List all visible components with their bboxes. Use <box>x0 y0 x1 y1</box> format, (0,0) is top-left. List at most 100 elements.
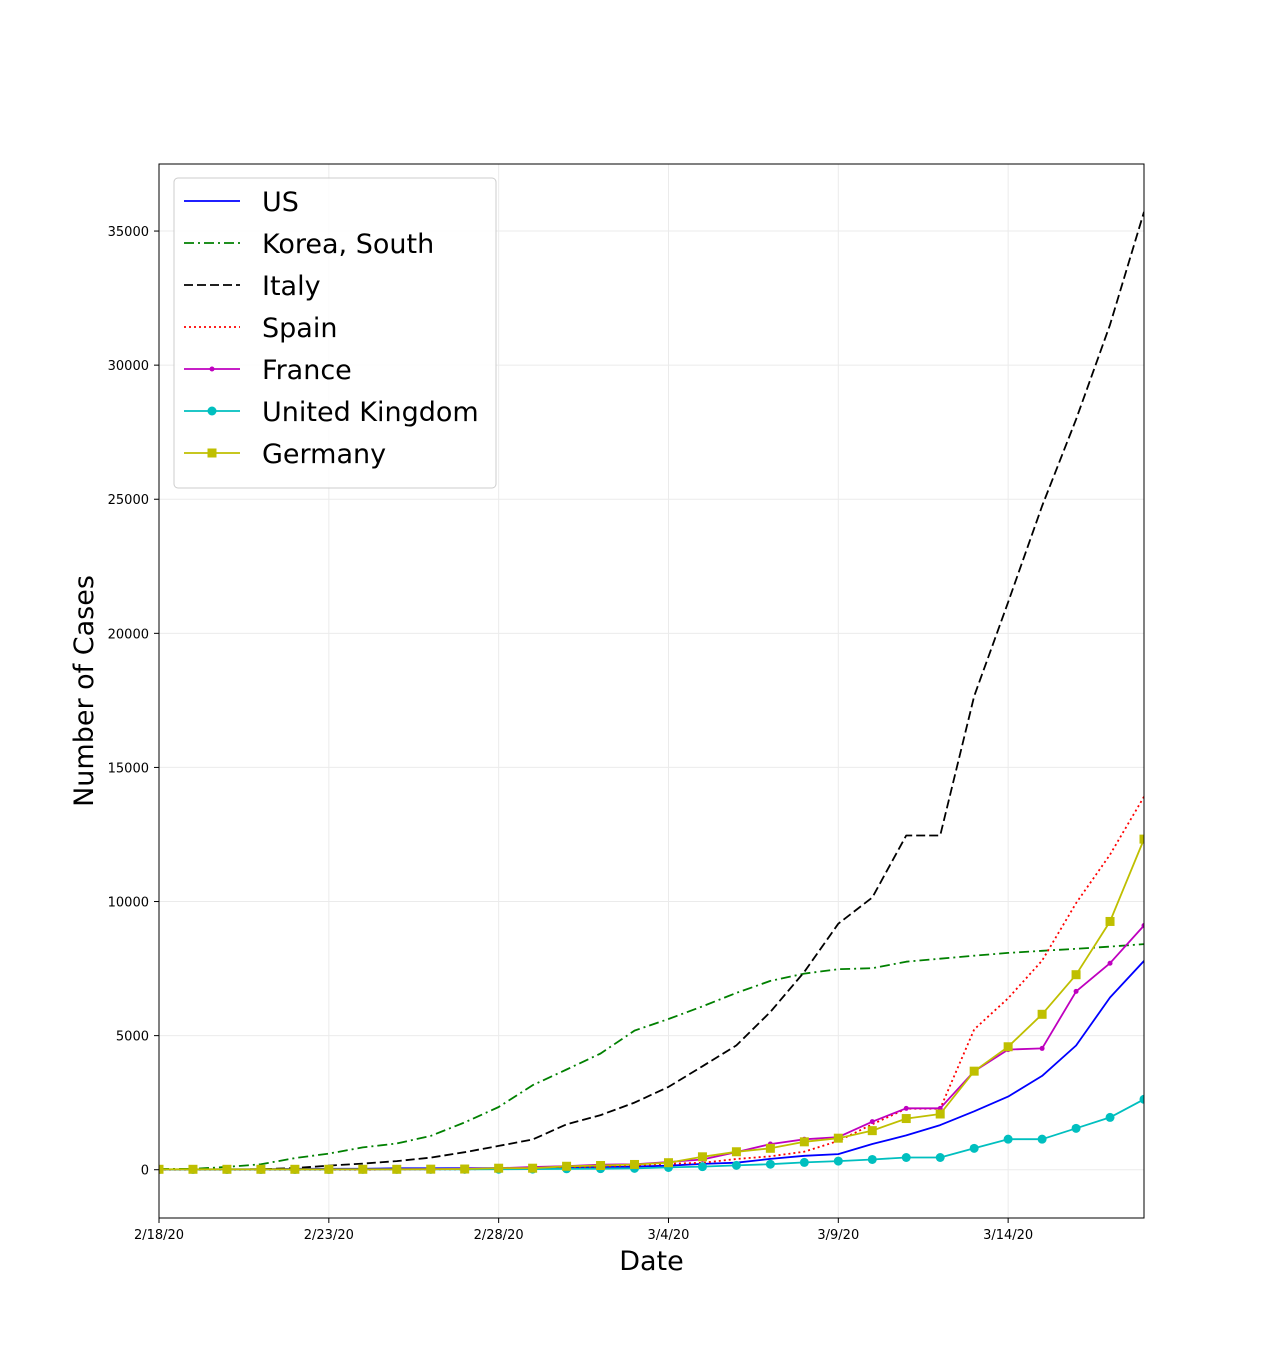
y-axis-ticks: 0 5000 10000 15000 20000 25000 30000 35000 <box>108 225 159 1179</box>
y-tick-label: 0 <box>141 1164 149 1179</box>
data-point-united-kingdom <box>833 1156 843 1166</box>
series-line-us <box>159 960 1144 1171</box>
series-france <box>159 923 1144 1172</box>
series-line-korea-south <box>159 943 1144 1170</box>
series-line-italy <box>159 211 1144 1171</box>
data-point-united-kingdom <box>1003 1134 1013 1144</box>
data-point-germany <box>324 1164 334 1174</box>
data-point-united-kingdom <box>1139 1094 1144 1104</box>
data-point-france <box>869 1119 875 1125</box>
data-point-united-kingdom <box>969 1143 979 1153</box>
legend-item-korea-south: Korea, South <box>184 229 434 260</box>
data-point-united-kingdom <box>935 1152 945 1162</box>
x-axis-title: Date <box>619 1246 684 1277</box>
legend-item-united-kingdom: United Kingdom <box>184 397 479 428</box>
series-us <box>159 960 1144 1171</box>
x-tick-label: 2/28/20 <box>474 1228 524 1243</box>
data-point-germany <box>494 1163 504 1173</box>
data-point-germany <box>697 1152 707 1162</box>
series-layer <box>159 211 1144 1174</box>
data-point-germany <box>188 1164 198 1174</box>
data-point-united-kingdom <box>1037 1134 1047 1144</box>
data-point-germany <box>222 1164 232 1174</box>
legend-label: Korea, South <box>262 229 434 260</box>
y-tick-label: 10000 <box>108 896 149 911</box>
series-line-germany <box>159 838 1144 1171</box>
series-korea-south <box>159 943 1144 1170</box>
legend: US Korea, South Italy Spain France United Kin… <box>173 177 497 489</box>
series-united-kingdom <box>159 1094 1144 1174</box>
legend-marker <box>209 366 215 372</box>
series-line-france <box>159 924 1144 1171</box>
data-point-germany <box>833 1133 843 1143</box>
data-point-germany <box>1003 1042 1013 1052</box>
data-point-germany <box>256 1164 266 1174</box>
legend-item-italy: Italy <box>184 271 321 302</box>
legend-item-spain: Spain <box>184 313 337 344</box>
data-point-united-kingdom <box>697 1162 707 1172</box>
data-point-germany <box>159 1164 164 1174</box>
legend-label: Germany <box>262 439 386 470</box>
legend-label: France <box>262 355 352 386</box>
data-point-germany <box>663 1158 673 1168</box>
data-point-germany <box>596 1161 606 1171</box>
legend-label: Spain <box>262 313 337 344</box>
data-point-germany <box>460 1164 470 1174</box>
data-point-united-kingdom <box>731 1160 741 1170</box>
series-line-spain <box>159 796 1144 1171</box>
x-tick-label: 2/23/20 <box>304 1228 354 1243</box>
series-italy <box>159 211 1144 1171</box>
legend-box <box>173 177 497 489</box>
legend-item-germany: Germany <box>184 439 386 470</box>
series-line-united-kingdom <box>159 1098 1144 1171</box>
data-point-france <box>1073 988 1079 994</box>
data-point-united-kingdom <box>901 1152 911 1162</box>
data-point-united-kingdom <box>1105 1112 1115 1122</box>
x-tick-label: 2/18/20 <box>134 1228 184 1243</box>
data-point-germany <box>901 1114 911 1124</box>
data-point-germany <box>867 1126 877 1136</box>
legend-label: Italy <box>262 271 321 302</box>
data-point-germany <box>969 1066 979 1076</box>
data-point-germany <box>630 1159 640 1169</box>
data-point-germany <box>799 1137 809 1147</box>
data-point-france <box>1141 923 1144 929</box>
data-point-germany <box>1071 970 1081 980</box>
data-point-united-kingdom <box>867 1154 877 1164</box>
y-tick-label: 35000 <box>108 225 149 240</box>
series-spain <box>159 796 1144 1171</box>
data-point-germany <box>528 1163 538 1173</box>
data-point-france <box>903 1105 909 1111</box>
data-point-united-kingdom <box>799 1157 809 1167</box>
legend-item-us: US <box>184 187 299 218</box>
series-germany <box>159 834 1144 1174</box>
data-point-germany <box>1139 834 1144 844</box>
data-point-germany <box>731 1147 741 1157</box>
y-axis-title: Number of Cases <box>69 575 100 807</box>
legend-label: United Kingdom <box>262 397 479 428</box>
data-point-france <box>1107 960 1113 966</box>
plot-frame <box>158 163 1145 1219</box>
data-point-germany <box>935 1109 945 1119</box>
x-axis-ticks: 2/18/20 2/23/20 2/28/20 3/4/20 3/9/20 3/14/20 <box>134 1218 1033 1243</box>
x-tick-label: 3/4/20 <box>648 1228 690 1243</box>
data-point-germany <box>765 1143 775 1153</box>
data-point-germany <box>358 1164 368 1174</box>
legend-item-france: France <box>184 355 352 386</box>
legend-marker <box>207 406 217 416</box>
legend-marker <box>207 448 217 458</box>
data-point-germany <box>290 1164 300 1174</box>
x-tick-label: 3/14/20 <box>983 1228 1033 1243</box>
x-tick-label: 3/9/20 <box>817 1228 859 1243</box>
data-point-united-kingdom <box>1071 1123 1081 1133</box>
data-point-france <box>1039 1045 1045 1051</box>
data-point-germany <box>392 1164 402 1174</box>
y-tick-label: 20000 <box>108 627 149 642</box>
y-tick-label: 5000 <box>116 1030 149 1045</box>
data-point-united-kingdom <box>765 1159 775 1169</box>
grid-lines <box>158 164 1144 1218</box>
legend-label: US <box>262 187 299 218</box>
y-tick-label: 30000 <box>108 359 149 374</box>
data-point-germany <box>426 1164 436 1174</box>
